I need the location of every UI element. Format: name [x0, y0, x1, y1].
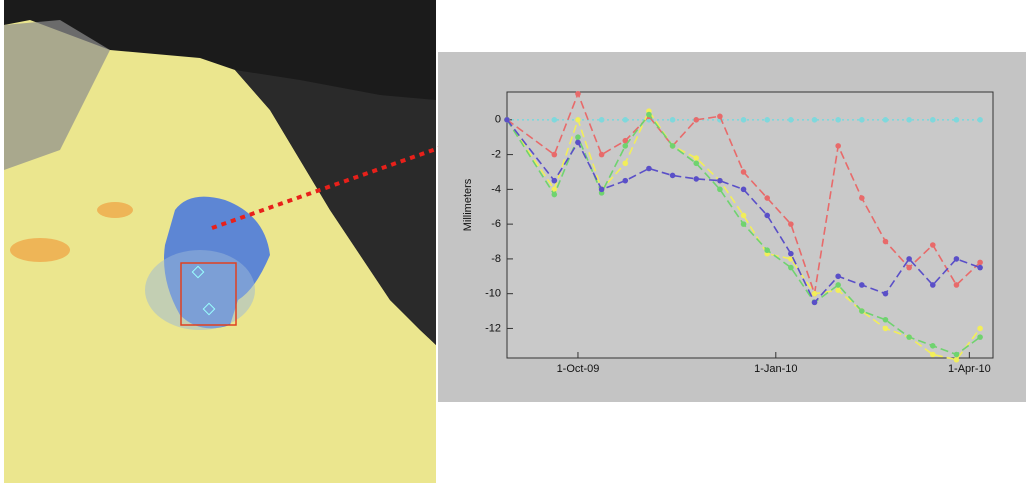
uplift-patch: [97, 202, 133, 218]
data-point: [741, 213, 747, 219]
data-point: [764, 195, 770, 201]
data-point: [741, 117, 747, 123]
data-point: [552, 178, 558, 184]
data-point: [954, 117, 960, 123]
x-tick-label: 1-Apr-10: [948, 363, 991, 375]
y-tick-label: -4: [491, 183, 501, 195]
data-point: [693, 155, 699, 161]
data-point: [552, 152, 558, 158]
data-point: [977, 265, 983, 271]
data-point: [954, 282, 960, 288]
data-point: [906, 334, 912, 340]
data-point: [859, 308, 865, 314]
data-point: [906, 256, 912, 262]
data-point: [741, 169, 747, 175]
data-point: [954, 256, 960, 262]
data-point: [741, 221, 747, 227]
data-point: [977, 117, 983, 123]
data-point: [717, 114, 723, 120]
data-point: [504, 117, 510, 123]
data-point: [622, 143, 628, 149]
data-point: [859, 117, 865, 123]
data-point: [646, 112, 652, 118]
data-point: [954, 357, 960, 363]
data-point: [622, 117, 628, 123]
data-point: [883, 239, 889, 245]
data-point: [883, 291, 889, 297]
data-point: [883, 326, 889, 332]
data-point: [906, 265, 912, 271]
data-point: [741, 187, 747, 193]
x-tick-label: 1-Oct-09: [557, 363, 600, 375]
y-tick-label: -10: [485, 288, 501, 300]
data-point: [812, 300, 818, 306]
data-point: [977, 334, 983, 340]
data-point: [599, 152, 605, 158]
data-point: [764, 117, 770, 123]
data-point: [930, 343, 936, 349]
data-point: [646, 166, 652, 172]
data-point: [575, 117, 581, 123]
data-point: [764, 247, 770, 253]
data-point: [788, 251, 794, 257]
data-point: [812, 291, 818, 297]
data-point: [835, 273, 841, 279]
deformation-map: [4, 0, 503, 483]
data-point: [930, 352, 936, 358]
data-point: [859, 282, 865, 288]
data-point: [693, 160, 699, 166]
data-point: [788, 117, 794, 123]
data-point: [930, 282, 936, 288]
subsidence-halo: [145, 250, 255, 330]
data-point: [906, 117, 912, 123]
uplift-patch: [10, 238, 70, 262]
data-point: [552, 117, 558, 123]
data-point: [835, 117, 841, 123]
data-point: [812, 117, 818, 123]
data-point: [788, 265, 794, 271]
data-point: [717, 178, 723, 184]
y-tick-label: -2: [491, 148, 501, 160]
data-point: [717, 187, 723, 193]
data-point: [575, 91, 581, 97]
data-point: [930, 242, 936, 248]
y-tick-label: -6: [491, 218, 501, 230]
figure: Millimeters 0 -2 -4 -6 -8 -10 -12 1-Oct-09 1-Jan…: [0, 0, 1028, 483]
data-point: [930, 117, 936, 123]
data-point: [764, 213, 770, 219]
plot-area: [507, 92, 993, 358]
data-point: [883, 317, 889, 323]
data-point: [859, 195, 865, 201]
data-point: [575, 134, 581, 140]
data-point: [788, 221, 794, 227]
data-point: [552, 192, 558, 198]
data-point: [977, 260, 983, 266]
x-tick-label: 1-Jan-10: [754, 363, 797, 375]
data-point: [693, 117, 699, 123]
data-point: [622, 160, 628, 166]
data-point: [693, 176, 699, 182]
data-point: [977, 326, 983, 332]
data-point: [835, 282, 841, 288]
data-point: [575, 140, 581, 146]
data-point: [883, 117, 889, 123]
y-tick-label: -12: [485, 322, 501, 334]
data-point: [835, 143, 841, 149]
data-point: [599, 187, 605, 193]
y-axis-label: Millimeters: [462, 178, 474, 231]
page: Millimeters 0 -2 -4 -6 -8 -10 -12 1-Oct-09 1-Jan…: [0, 0, 1028, 483]
data-point: [622, 178, 628, 184]
y-tick-label: -8: [491, 253, 501, 265]
data-point: [954, 352, 960, 358]
data-point: [670, 117, 676, 123]
data-point: [670, 143, 676, 149]
data-point: [670, 173, 676, 179]
y-tick-label: 0: [495, 114, 501, 126]
data-point: [599, 117, 605, 123]
